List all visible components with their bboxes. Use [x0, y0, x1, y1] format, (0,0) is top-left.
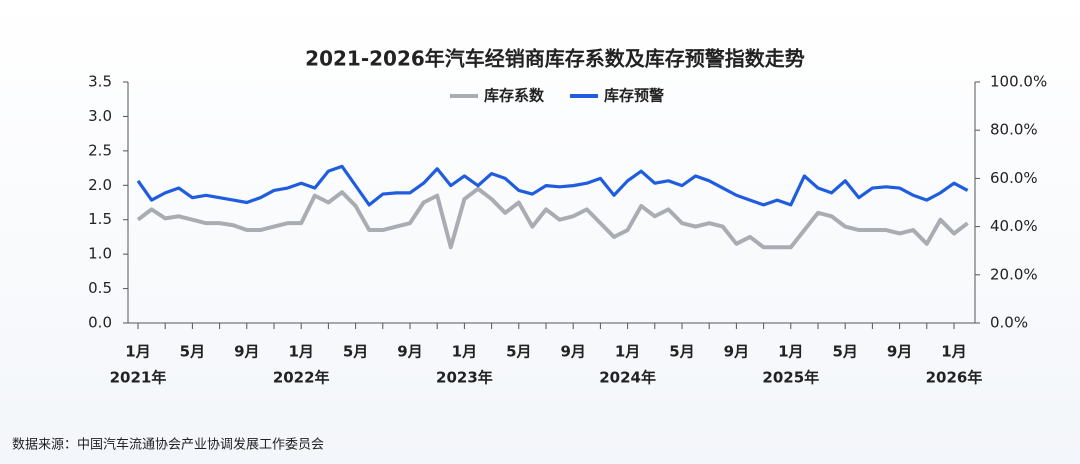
x-year-label: 2022年: [273, 369, 330, 387]
x-tick-label: 5月: [343, 343, 368, 361]
x-year-label: 2026年: [926, 369, 983, 387]
x-tick-label: 1月: [125, 343, 150, 361]
x-tick-label: 9月: [560, 343, 585, 361]
series-line: [136, 164, 969, 207]
y2-tick-label: 20.0%: [990, 265, 1038, 283]
x-tick-label: 9月: [397, 343, 422, 361]
x-tick-label: 5月: [832, 343, 857, 361]
x-year-label: 2021年: [110, 369, 167, 387]
y-tick-label: 2.5: [88, 141, 112, 159]
legend-label: 库存预警: [604, 87, 664, 105]
y-tick-label: 2.0: [88, 176, 112, 194]
x-tick-label: 1月: [615, 343, 640, 361]
legend-label: 库存系数: [484, 87, 545, 105]
y-tick-label: 1.5: [88, 210, 112, 228]
y-tick-label: 0.5: [88, 279, 112, 297]
x-tick-label: 5月: [506, 343, 531, 361]
chart-title: 2021-2026年汽车经销商库存系数及库存预警指数走势: [305, 47, 805, 71]
x-year-label: 2025年: [762, 369, 819, 387]
x-tick-label: 1月: [288, 343, 313, 361]
x-tick-label: 1月: [941, 343, 966, 361]
y2-tick-label: 100.0%: [990, 73, 1047, 91]
series-line: [136, 186, 969, 250]
source-note: 数据来源：中国汽车流通协会产业协调发展工作委员会: [12, 437, 324, 453]
y2-tick-label: 40.0%: [990, 217, 1038, 235]
x-tick-label: 5月: [180, 343, 205, 361]
y-tick-label: 1.0: [88, 245, 112, 263]
x-year-label: 2024年: [599, 369, 656, 387]
x-tick-label: 1月: [452, 343, 477, 361]
y2-tick-label: 80.0%: [990, 121, 1038, 139]
x-tick-label: 9月: [887, 343, 912, 361]
x-tick-label: 1月: [778, 343, 803, 361]
x-year-label: 2023年: [436, 369, 493, 387]
y2-tick-label: 60.0%: [990, 169, 1038, 187]
y-tick-label: 3.5: [88, 73, 112, 91]
y-tick-label: 3.0: [88, 107, 112, 125]
x-tick-label: 9月: [234, 343, 259, 361]
y2-tick-label: 0.0%: [990, 314, 1028, 332]
y-tick-label: 0.0: [88, 314, 112, 332]
x-tick-label: 5月: [669, 343, 694, 361]
x-tick-label: 9月: [724, 343, 749, 361]
